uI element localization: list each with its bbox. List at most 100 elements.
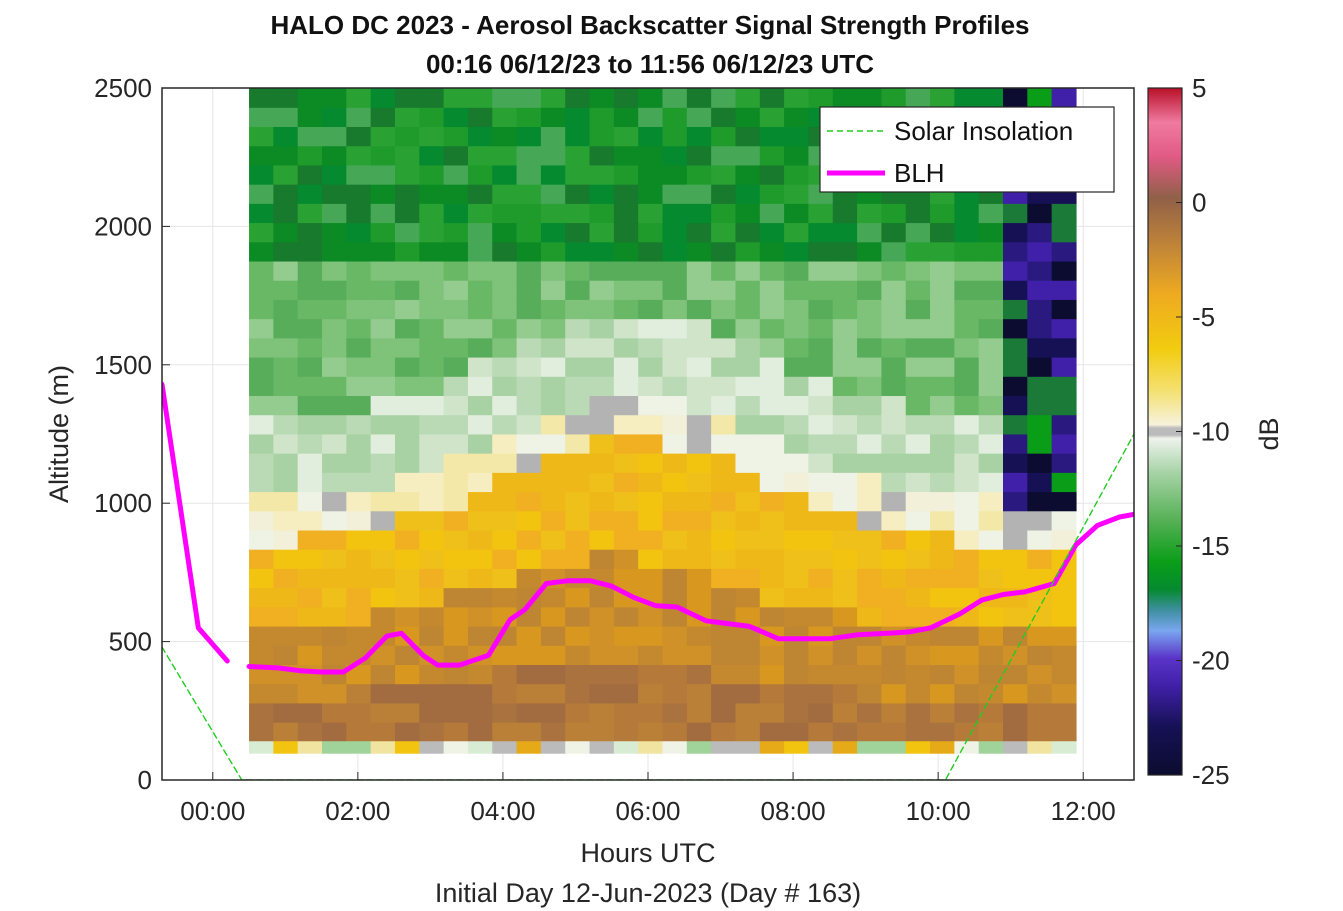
heatmap-cell xyxy=(1027,664,1053,685)
heatmap-cell xyxy=(808,337,834,358)
heatmap-cell xyxy=(370,664,396,685)
heatmap-cell xyxy=(784,241,810,262)
surface-cell xyxy=(419,741,445,754)
heatmap-cell xyxy=(784,453,810,473)
heatmap-cell xyxy=(516,625,542,646)
heatmap-cell xyxy=(978,472,1004,493)
heatmap-cell xyxy=(711,356,737,377)
surface-cell xyxy=(881,741,907,754)
heatmap-cell xyxy=(394,356,420,377)
heatmap-cell xyxy=(711,472,737,493)
heatmap-cell xyxy=(1051,453,1077,473)
heatmap-cell xyxy=(686,587,712,608)
heatmap-cell xyxy=(808,241,834,262)
heatmap-cell xyxy=(589,164,615,185)
heatmap-cell xyxy=(1051,356,1077,377)
surface-cell xyxy=(686,741,712,754)
heatmap-cell xyxy=(711,568,737,589)
heatmap-cell xyxy=(589,356,615,377)
surface-cell xyxy=(711,741,737,754)
heatmap-cell xyxy=(808,529,834,550)
heatmap-cell xyxy=(492,491,518,512)
heatmap-cell xyxy=(784,203,810,224)
heatmap-cell xyxy=(930,722,955,742)
heatmap-cell xyxy=(711,318,737,339)
heatmap-cell xyxy=(1003,414,1028,435)
heatmap-cell xyxy=(394,549,420,569)
heatmap-cell xyxy=(662,414,688,435)
heatmap-cell xyxy=(370,395,396,416)
heatmap-cell xyxy=(467,318,493,339)
heatmap-cell xyxy=(930,510,955,531)
heatmap-cell xyxy=(638,606,664,627)
heatmap-cell xyxy=(930,472,955,493)
heatmap-cell xyxy=(978,645,1004,665)
heatmap-cell xyxy=(832,549,858,569)
heatmap-cell xyxy=(565,203,591,224)
heatmap-cell xyxy=(954,683,980,704)
heatmap-cell xyxy=(516,126,542,147)
heatmap-cell xyxy=(954,491,980,512)
heatmap-cell xyxy=(686,376,712,397)
heatmap-cell xyxy=(735,241,761,262)
surface-cell xyxy=(857,741,882,754)
heatmap-cell xyxy=(589,510,615,531)
heatmap-cell xyxy=(443,664,469,685)
heatmap-cell xyxy=(540,472,566,493)
heatmap-cell xyxy=(638,683,664,704)
heatmap-cell xyxy=(346,203,372,224)
heatmap-cell xyxy=(881,722,907,742)
heatmap-cell xyxy=(954,241,980,262)
heatmap-cell xyxy=(930,376,955,397)
heatmap-cell xyxy=(565,414,591,435)
heatmap-cell xyxy=(516,683,542,704)
heatmap-cell xyxy=(808,260,834,281)
heatmap-cell xyxy=(1027,222,1053,243)
heatmap-cell xyxy=(394,299,420,320)
heatmap-cell xyxy=(322,260,347,281)
heatmap-cell xyxy=(492,664,518,685)
heatmap-cell xyxy=(565,683,591,704)
heatmap-cell xyxy=(686,164,712,185)
heatmap-cell xyxy=(711,395,737,416)
heatmap-cell xyxy=(662,568,688,589)
heatmap-cell xyxy=(1003,568,1028,589)
heatmap-cell xyxy=(1027,472,1053,493)
heatmap-cell xyxy=(516,587,542,608)
heatmap-cell xyxy=(346,587,372,608)
heatmap-cell xyxy=(419,337,445,358)
heatmap-cell xyxy=(638,722,664,742)
heatmap-cell xyxy=(419,145,445,166)
y-tick-label: 1500 xyxy=(94,350,152,380)
heatmap-cell xyxy=(759,606,785,627)
heatmap-cell xyxy=(638,241,664,262)
heatmap-cell xyxy=(662,395,688,416)
x-tick-label: 12:00 xyxy=(1051,796,1116,826)
heatmap-cell xyxy=(978,280,1004,300)
heatmap-cell xyxy=(1003,203,1028,224)
heatmap-cell xyxy=(516,280,542,300)
heatmap-cell xyxy=(638,260,664,281)
heatmap-cell xyxy=(297,606,323,627)
heatmap-cell xyxy=(589,260,615,281)
heatmap-cell xyxy=(638,645,664,665)
heatmap-cell xyxy=(297,280,323,300)
heatmap-cell xyxy=(613,510,639,531)
heatmap-cell xyxy=(370,606,396,627)
surface-cell xyxy=(954,741,980,754)
heatmap-cell xyxy=(784,587,810,608)
heatmap-cell xyxy=(322,587,347,608)
surface-cell xyxy=(638,741,664,754)
heatmap-cell xyxy=(540,702,566,723)
heatmap-cell xyxy=(930,88,955,108)
heatmap-cell xyxy=(930,625,955,646)
heatmap-cell xyxy=(565,184,591,204)
heatmap-cell xyxy=(759,318,785,339)
heatmap-cell xyxy=(273,683,299,704)
heatmap-cell xyxy=(978,299,1004,320)
heatmap-cell xyxy=(881,664,907,685)
heatmap-cell xyxy=(978,683,1004,704)
heatmap-cell xyxy=(492,222,518,243)
heatmap-cell xyxy=(881,472,907,493)
heatmap-cell xyxy=(711,376,737,397)
